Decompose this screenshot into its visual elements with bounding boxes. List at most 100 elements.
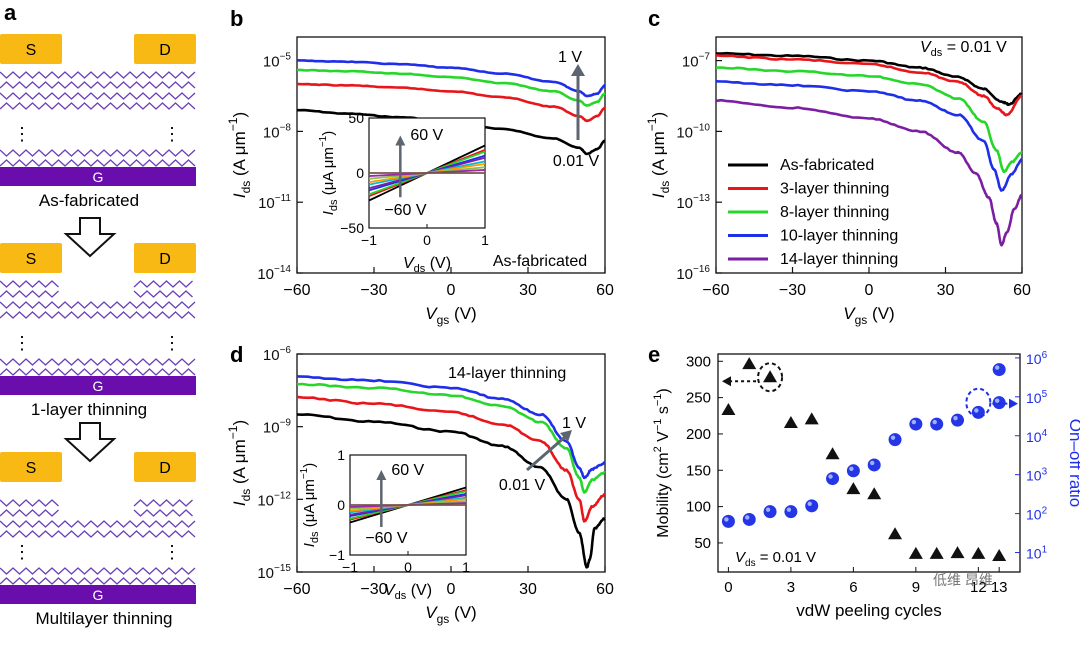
axis-title-exp: −1: [645, 117, 659, 131]
mobility-point: [950, 546, 965, 559]
y-tick-label-base: 10: [257, 565, 274, 582]
x-tick-label: 12: [970, 579, 987, 596]
y-tick-label: 10−6: [263, 345, 292, 364]
panel-a: a S D ⋮ ⋮ G S D ⋮ ⋮ G S D ⋮ ⋮ G As-fabricated 1-laye…: [0, 0, 196, 628]
ellipsis: ⋮: [13, 333, 31, 353]
series-line-3-layer-thinning: [715, 54, 1023, 117]
onoff-point-highlight: [828, 474, 833, 479]
onoff-point-highlight: [911, 419, 917, 425]
axis-title-sub: gs: [437, 313, 450, 327]
series-line-0-01-v: [297, 108, 606, 156]
legend: As-fabricated 3-layer thinning 8-layer thi…: [728, 157, 898, 268]
lattice-layer: [0, 368, 196, 376]
drain-label: D: [159, 460, 171, 477]
lattice-layer: [0, 280, 59, 288]
y-tick-label-base: 10: [676, 266, 693, 283]
panel-b-corner-label: As-fabricated: [493, 253, 587, 270]
inset-x-tick-label: −1: [361, 232, 377, 248]
y-tick-label-base: 10: [258, 195, 275, 212]
inset-x-tick-label: 0: [404, 559, 412, 575]
onoff-point: [992, 363, 1006, 377]
y-tick-label: 10−5: [263, 52, 292, 71]
inset-bottom-label: −60 V: [384, 202, 427, 219]
y2-tick-label-exp: 2: [1042, 506, 1048, 517]
y-tick-label: 100: [686, 499, 711, 516]
mobility-point: [846, 482, 861, 495]
legend-label: 14-layer thinning: [780, 251, 898, 268]
ellipsis: ⋮: [163, 542, 181, 562]
x-tick-label: −30: [360, 581, 387, 598]
axis-title-unit: (V): [425, 255, 451, 272]
axis-title-unit: (μA μm: [301, 479, 318, 531]
axis-title-unit: (V): [449, 603, 476, 622]
onoff-point: [805, 499, 819, 513]
inset-y-tick-label: −1: [329, 547, 345, 563]
series-line-0-5-v: [296, 68, 606, 107]
inset-y-tick-label: 0: [356, 165, 364, 181]
series-line-1-v: [296, 59, 606, 98]
x-tick-label: 30: [519, 581, 537, 598]
lattice-layer: [0, 577, 196, 585]
mobility-point: [908, 546, 923, 559]
axis-title: Vds (V): [384, 582, 432, 602]
y-tick-label: 10−13: [676, 193, 710, 212]
x-tick-label: 13: [991, 579, 1008, 596]
legend-label: 3-layer thinning: [780, 181, 889, 198]
axis-title-exp: −1: [318, 135, 329, 147]
axis-title-main: V: [384, 582, 396, 599]
onoff-point: [826, 472, 840, 486]
right-arrow-icon: [1009, 398, 1018, 409]
y-tick-label-base: 10: [257, 492, 274, 509]
inset-y-tick-label: 50: [348, 110, 364, 126]
device-stage-1-layer: S D ⋮ ⋮ G: [0, 243, 196, 395]
axis-title-sub: ds: [239, 181, 253, 194]
axis-title: Vds (V): [403, 255, 451, 275]
lattice-layer: [133, 499, 193, 507]
lattice-layer: [0, 358, 196, 366]
gate-electrode: [0, 585, 196, 604]
annotation-0-01v: 0.01 V: [553, 153, 600, 170]
y-title-b: V: [655, 431, 672, 446]
y2-tick-label: 105: [1026, 389, 1048, 406]
onoff-point-highlight: [765, 507, 771, 512]
panel-c-letter: c: [648, 6, 660, 31]
axis-title-exp: −1: [226, 425, 240, 439]
panel-d-letter: d: [230, 342, 243, 367]
lattice-layer: [0, 102, 196, 110]
y2-tick-label: 102: [1026, 506, 1048, 523]
y-tick-label-base: 10: [676, 195, 693, 212]
x-tick-label: −60: [283, 282, 310, 299]
onoff-point-highlight: [724, 517, 729, 522]
lattice-layer: [0, 159, 196, 167]
axes: 0 3 6 9 12 1350100150200250300101102103104105…: [652, 350, 1080, 620]
series-line-8-layer-thinning: [715, 66, 1023, 174]
up-arrow-icon: [395, 135, 406, 146]
axis-title-main: V: [425, 304, 438, 323]
y-tick-label-exp: −10: [693, 122, 710, 133]
axis-title-main: I: [320, 211, 337, 215]
axis-title-sub: gs: [437, 612, 450, 626]
y2-tick-label-exp: 1: [1042, 545, 1048, 556]
drain-label: D: [159, 42, 171, 59]
lattice-layer: [0, 71, 196, 79]
series-line-0-1-v: [296, 395, 606, 523]
y-title-a: Mobility (cm: [655, 452, 672, 537]
onoff-point: [721, 514, 735, 528]
gate-label: G: [93, 378, 104, 394]
source-label: S: [26, 251, 37, 268]
vds-sub: ds: [931, 47, 943, 59]
y-tick-label-base: 10: [263, 420, 280, 437]
y2-tick-label-base: 10: [1026, 507, 1042, 523]
up-arrow-icon: [376, 470, 387, 480]
y2-tick-label: 104: [1026, 428, 1048, 445]
onoff-point-highlight: [890, 435, 896, 440]
y2-tick-label-exp: 3: [1042, 467, 1048, 478]
gate-electrode: [0, 376, 196, 395]
axis-title-close: ): [649, 112, 668, 118]
